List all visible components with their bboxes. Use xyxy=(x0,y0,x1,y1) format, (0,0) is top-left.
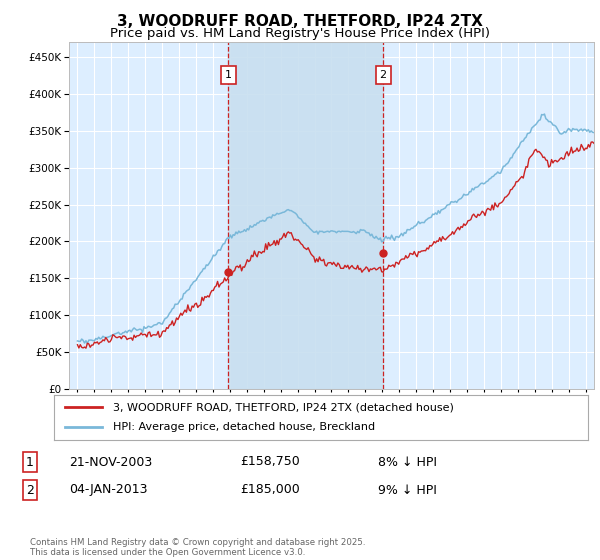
Text: 3, WOODRUFF ROAD, THETFORD, IP24 2TX (detached house): 3, WOODRUFF ROAD, THETFORD, IP24 2TX (de… xyxy=(113,402,454,412)
Text: 3, WOODRUFF ROAD, THETFORD, IP24 2TX: 3, WOODRUFF ROAD, THETFORD, IP24 2TX xyxy=(117,14,483,29)
Text: Contains HM Land Registry data © Crown copyright and database right 2025.
This d: Contains HM Land Registry data © Crown c… xyxy=(30,538,365,557)
Text: £185,000: £185,000 xyxy=(240,483,300,497)
Text: 04-JAN-2013: 04-JAN-2013 xyxy=(69,483,148,497)
Text: 1: 1 xyxy=(26,455,34,469)
Bar xyxy=(228,42,383,389)
Text: 21-NOV-2003: 21-NOV-2003 xyxy=(69,455,152,469)
Text: Price paid vs. HM Land Registry's House Price Index (HPI): Price paid vs. HM Land Registry's House … xyxy=(110,27,490,40)
Text: 2: 2 xyxy=(26,483,34,497)
Text: 1: 1 xyxy=(224,70,232,80)
Text: 8% ↓ HPI: 8% ↓ HPI xyxy=(378,455,437,469)
Text: 9% ↓ HPI: 9% ↓ HPI xyxy=(378,483,437,497)
Text: 2: 2 xyxy=(380,70,387,80)
Text: £158,750: £158,750 xyxy=(240,455,300,469)
Text: HPI: Average price, detached house, Breckland: HPI: Average price, detached house, Brec… xyxy=(113,422,375,432)
